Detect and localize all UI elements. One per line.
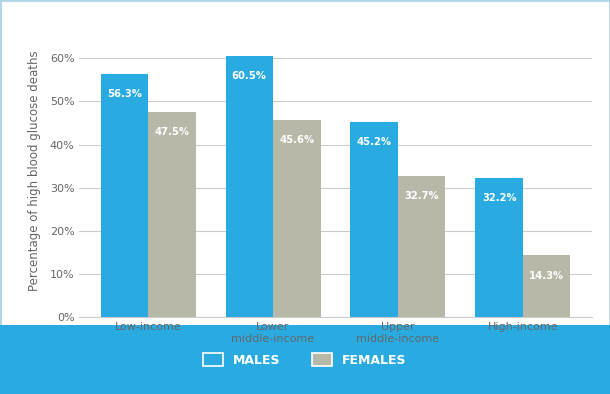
Bar <box>475 178 523 317</box>
Text: 14.3%: 14.3% <box>529 271 564 281</box>
Text: 32.2%: 32.2% <box>482 193 517 203</box>
Legend: MALES, FEMALES: MALES, FEMALES <box>203 353 407 366</box>
Text: 45.2%: 45.2% <box>357 137 392 147</box>
Bar <box>273 120 320 317</box>
Bar <box>226 56 273 317</box>
Text: 32.7%: 32.7% <box>404 191 439 201</box>
Text: 45.6%: 45.6% <box>279 136 314 145</box>
Text: 47.5%: 47.5% <box>154 127 189 137</box>
Text: 60.5%: 60.5% <box>232 71 267 81</box>
Y-axis label: Percentage of high blood glucose deaths: Percentage of high blood glucose deaths <box>28 50 41 291</box>
Bar <box>101 74 148 317</box>
Bar <box>398 176 445 317</box>
Bar <box>523 255 570 317</box>
Bar <box>351 122 398 317</box>
Bar <box>148 112 196 317</box>
Text: 56.3%: 56.3% <box>107 89 142 99</box>
